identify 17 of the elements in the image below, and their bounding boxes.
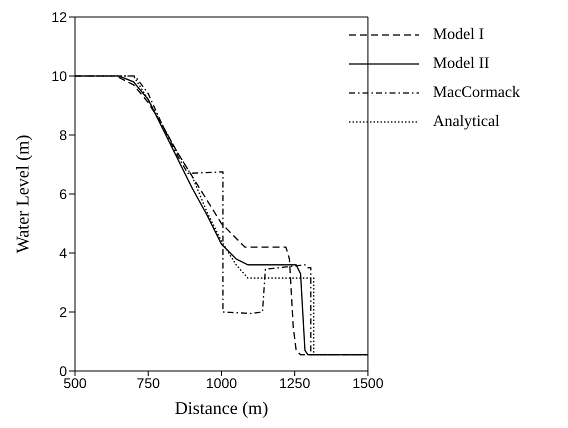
x-tick-label: 1500: [352, 374, 384, 391]
legend-label: MacCormack: [432, 84, 520, 102]
y-axis-title: Water Level (m): [12, 134, 32, 254]
y-tick-label: 2: [59, 304, 68, 320]
x-tick-label: 1000: [206, 374, 238, 391]
legend-label: Model II: [432, 54, 490, 72]
x-tick-label: 1250: [279, 374, 310, 391]
y-tick-label: 12: [51, 8, 68, 25]
legend-label: Analytical: [432, 112, 500, 130]
x-axis-title: Distance (m): [174, 398, 268, 418]
y-tick-label: 4: [59, 244, 68, 261]
y-tick-label: 8: [59, 126, 68, 143]
y-tick-label: 10: [51, 68, 68, 84]
x-tick-label: 750: [136, 374, 160, 391]
y-tick-label: 6: [59, 186, 68, 202]
legend-label: Model I: [432, 26, 484, 44]
y-tick-label: 0: [59, 362, 68, 379]
